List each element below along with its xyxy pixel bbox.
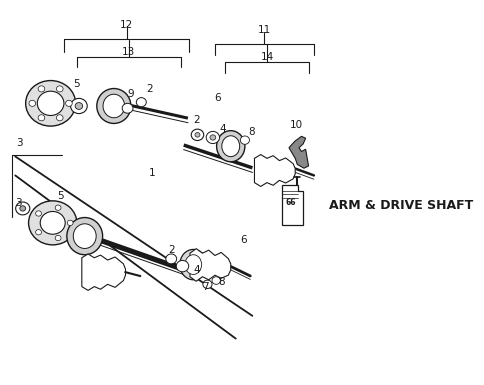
Circle shape — [38, 86, 45, 92]
Circle shape — [166, 254, 176, 264]
Circle shape — [55, 235, 61, 241]
Circle shape — [40, 211, 65, 234]
Circle shape — [20, 206, 26, 211]
Circle shape — [210, 135, 215, 140]
Circle shape — [29, 201, 76, 245]
Text: 3: 3 — [15, 198, 22, 208]
Polygon shape — [190, 249, 230, 281]
Circle shape — [56, 115, 63, 121]
Text: 6: 6 — [213, 94, 220, 104]
Circle shape — [26, 80, 76, 126]
Circle shape — [206, 131, 219, 144]
Ellipse shape — [73, 224, 96, 248]
Text: 3: 3 — [16, 138, 23, 148]
Text: 8: 8 — [218, 278, 225, 288]
Text: 12: 12 — [120, 20, 133, 30]
Text: 1: 1 — [148, 168, 155, 178]
Polygon shape — [254, 154, 295, 186]
Text: 13: 13 — [122, 47, 135, 57]
Circle shape — [37, 91, 64, 115]
Circle shape — [71, 99, 87, 114]
Text: 7: 7 — [202, 281, 209, 291]
Circle shape — [240, 136, 249, 144]
Circle shape — [176, 260, 188, 272]
Ellipse shape — [180, 249, 206, 280]
Ellipse shape — [103, 94, 124, 118]
Circle shape — [29, 100, 35, 106]
Text: 5: 5 — [57, 191, 63, 201]
Ellipse shape — [216, 131, 244, 162]
Text: 66: 66 — [285, 198, 295, 207]
Circle shape — [55, 205, 61, 210]
Text: 2: 2 — [146, 84, 152, 94]
Polygon shape — [82, 254, 125, 290]
Circle shape — [65, 100, 72, 106]
Text: 14: 14 — [260, 52, 273, 62]
Circle shape — [195, 132, 199, 137]
Circle shape — [191, 129, 203, 141]
Circle shape — [56, 86, 63, 92]
Text: ARM & DRIVE SHAFT: ARM & DRIVE SHAFT — [329, 199, 472, 212]
Text: 8: 8 — [248, 127, 254, 137]
Circle shape — [212, 277, 220, 285]
Text: 2: 2 — [167, 245, 174, 255]
Ellipse shape — [221, 136, 239, 157]
Circle shape — [15, 202, 30, 215]
Text: 4: 4 — [193, 265, 200, 275]
Circle shape — [75, 102, 82, 109]
Ellipse shape — [67, 218, 103, 255]
Circle shape — [202, 280, 212, 288]
Text: 2: 2 — [193, 116, 199, 126]
Text: 11: 11 — [257, 25, 271, 35]
Text: 4: 4 — [219, 124, 225, 134]
Circle shape — [136, 98, 146, 107]
Ellipse shape — [184, 255, 201, 275]
Circle shape — [36, 229, 42, 235]
Polygon shape — [281, 185, 302, 225]
Ellipse shape — [97, 89, 131, 124]
Text: 5: 5 — [74, 79, 80, 89]
Circle shape — [36, 211, 42, 216]
Text: 10: 10 — [289, 120, 302, 130]
Circle shape — [122, 103, 133, 113]
Text: 6: 6 — [240, 235, 247, 245]
Circle shape — [67, 220, 73, 226]
Circle shape — [38, 115, 45, 121]
Text: 9: 9 — [127, 89, 134, 99]
Polygon shape — [288, 136, 308, 168]
